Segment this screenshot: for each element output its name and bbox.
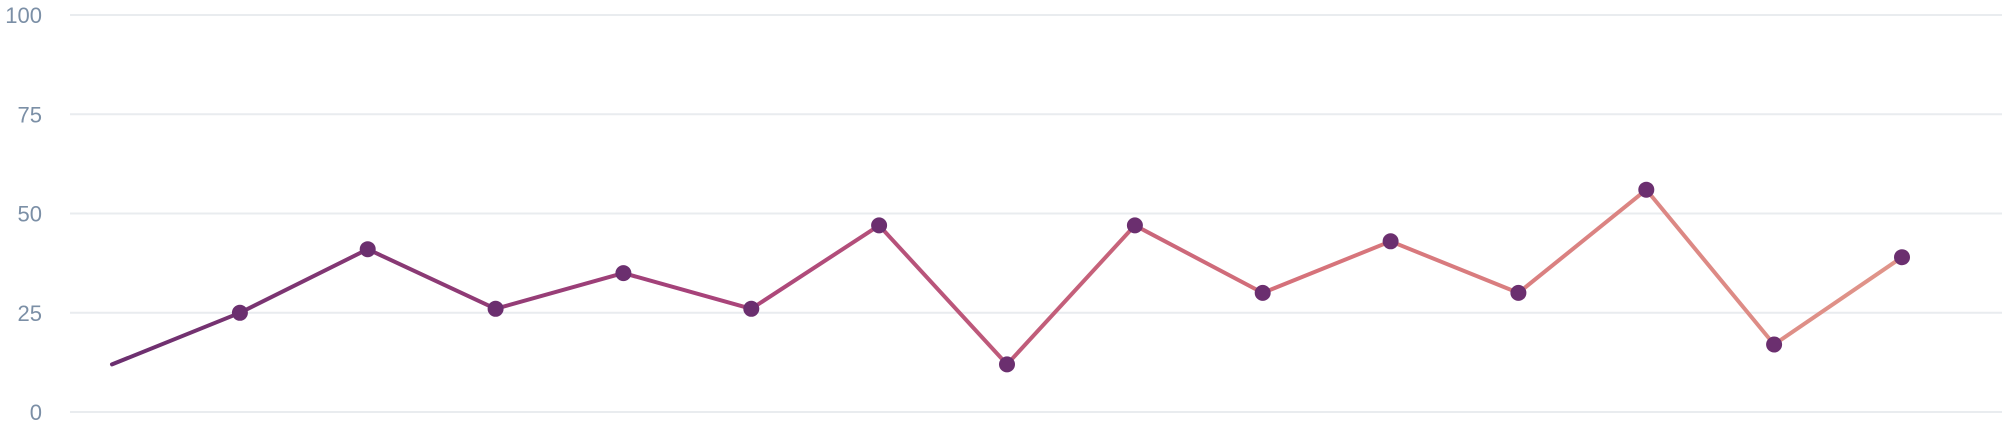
y-tick-label-75: 75 [18,102,42,127]
y-tick-label-50: 50 [18,202,42,227]
data-point-6[interactable] [871,217,888,234]
y-axis-tick-labels: 0 25 50 75 100 [5,3,42,425]
data-point-8[interactable] [1126,217,1143,234]
series-line [110,187,1904,367]
data-point-14[interactable] [1894,249,1910,266]
data-point-5[interactable] [743,300,760,317]
data-point-9[interactable] [1254,284,1271,301]
data-point-10[interactable] [1382,233,1399,250]
series-line-layer [110,187,1904,367]
data-point-2[interactable] [359,241,376,258]
data-point-13[interactable] [1766,336,1783,353]
y-tick-label-100: 100 [5,3,42,28]
y-tick-label-25: 25 [18,301,42,326]
data-point-3[interactable] [487,300,504,317]
grid-layer [70,14,2002,413]
data-point-7[interactable] [999,356,1015,373]
data-point-4[interactable] [615,265,632,282]
data-point-1[interactable] [231,304,248,321]
y-tick-label-0: 0 [30,400,42,425]
data-point-11[interactable] [1510,284,1527,301]
data-points-layer [231,181,1910,373]
data-point-12[interactable] [1638,181,1655,198]
